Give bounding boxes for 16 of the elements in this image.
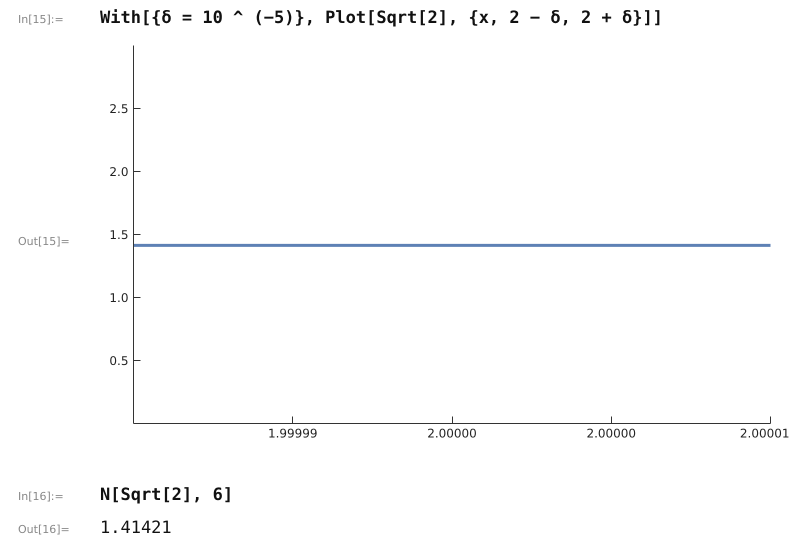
y-tick-label: 0.5 [109,354,129,368]
x-tick-label: 1.99999 [268,426,318,440]
y-tick-label: 2.0 [109,165,129,179]
chart-title: With[{δ = 10 ^ (−5)}, Plot[Sqrt[2], {x, 2 − δ, 2 + δ}]] [100,8,663,28]
text: Out[15]= [17,234,70,250]
y-tick-label: 2.5 [109,102,129,116]
y-tick-label: 1.0 [109,291,129,305]
x-tick-label: 2.00000 [586,426,636,440]
text: 1.41421 [100,518,172,538]
y-tick-label: 1.5 [109,228,129,242]
text: N[Sqrt[2], 6] [100,485,234,505]
text: In[15]:= [18,12,65,28]
x-tick-label: 2.00000 [427,426,477,440]
text: Out[16]= [18,522,71,538]
x-tick-label: 2.00001 [740,426,789,440]
text: In[16]:= [18,489,65,505]
